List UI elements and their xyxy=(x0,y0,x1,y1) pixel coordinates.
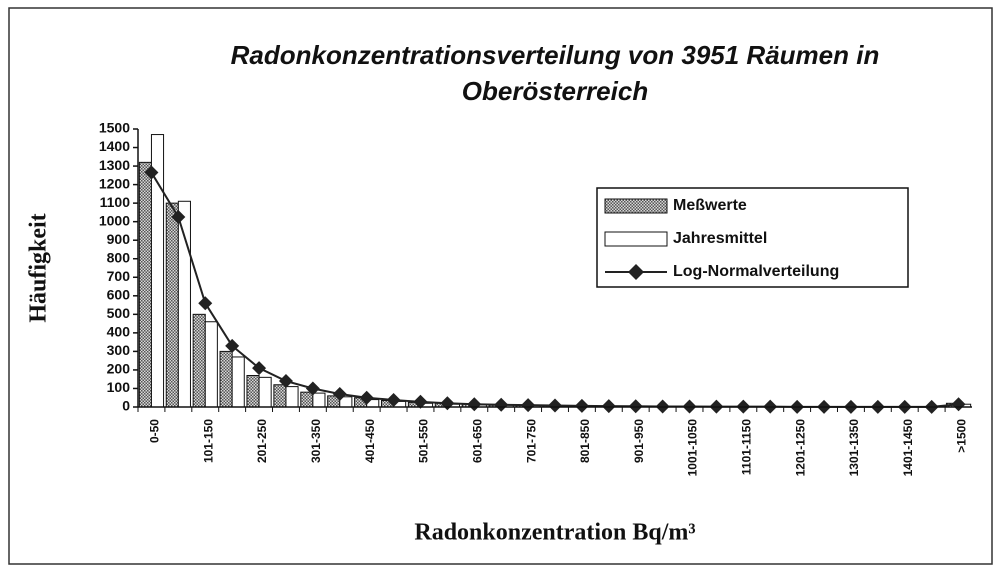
bar xyxy=(219,350,233,408)
bar xyxy=(231,356,245,408)
chart-title: Radonkonzentrationsverteilung von 3951 R… xyxy=(231,40,880,70)
bar xyxy=(192,313,206,408)
marker xyxy=(278,374,293,389)
marker xyxy=(252,361,267,376)
y-tick-label: 900 xyxy=(107,231,131,247)
x-tick-label: 101-150 xyxy=(201,419,215,463)
bar xyxy=(165,202,179,408)
bar xyxy=(258,376,272,408)
y-tick-label: 200 xyxy=(107,361,131,377)
bar xyxy=(204,321,218,408)
legend-marker xyxy=(628,264,644,280)
legend-label: Meßwerte xyxy=(673,197,747,214)
x-tick-label: 201-250 xyxy=(255,419,269,463)
y-tick-label: 1300 xyxy=(99,157,130,173)
x-axis-label: Radonkonzentration Bq/m³ xyxy=(414,520,695,546)
x-tick-label: 1001-1050 xyxy=(686,419,700,477)
bar xyxy=(138,161,152,408)
x-tick-label: 801-850 xyxy=(578,419,592,463)
bar xyxy=(177,200,191,408)
legend-swatch xyxy=(604,198,668,214)
x-tick-label: 1101-1150 xyxy=(739,419,753,475)
x-tick-label: 401-450 xyxy=(363,419,377,463)
marker xyxy=(574,398,589,413)
marker xyxy=(467,397,482,412)
bar xyxy=(300,391,314,408)
y-tick-label: 0 xyxy=(122,398,130,414)
y-tick-label: 300 xyxy=(107,342,131,358)
x-tick-label: 1301-1350 xyxy=(847,419,861,477)
y-tick-label: 800 xyxy=(107,249,131,265)
marker xyxy=(413,394,428,409)
marker xyxy=(494,397,509,412)
legend-swatch xyxy=(604,231,668,247)
y-axis-label: Häufigkeit xyxy=(26,213,52,322)
y-tick-label: 1500 xyxy=(99,120,130,136)
marker xyxy=(951,397,966,412)
y-tick-label: 600 xyxy=(107,287,131,303)
y-tick-label: 400 xyxy=(107,324,131,340)
x-tick-label: >1500 xyxy=(955,419,969,453)
x-tick-label: 0-50 xyxy=(148,419,162,443)
marker xyxy=(332,387,347,402)
y-tick-label: 500 xyxy=(107,305,131,321)
bar xyxy=(312,392,326,408)
marker xyxy=(521,398,536,413)
x-tick-label: 601-650 xyxy=(470,419,484,463)
marker xyxy=(386,392,401,407)
marker xyxy=(171,210,186,225)
marker xyxy=(440,396,455,411)
x-tick-label: 901-950 xyxy=(632,419,646,463)
legend-label: Log-Normalverteilung xyxy=(673,263,839,280)
bar xyxy=(246,374,260,408)
x-tick-label: 1201-1250 xyxy=(793,419,807,477)
frame xyxy=(8,7,993,565)
x-tick-label: 501-550 xyxy=(417,419,431,463)
y-tick-label: 700 xyxy=(107,268,131,284)
chart-title: Oberösterreich xyxy=(462,76,648,106)
y-tick-label: 1400 xyxy=(99,138,130,154)
bar xyxy=(273,384,287,408)
marker xyxy=(144,165,159,180)
bar xyxy=(285,386,299,408)
y-tick-label: 1000 xyxy=(99,212,130,228)
marker xyxy=(198,296,213,311)
marker xyxy=(225,338,240,353)
y-tick-label: 100 xyxy=(107,379,131,395)
x-tick-label: 1401-1450 xyxy=(901,419,915,477)
marker xyxy=(359,390,374,405)
legend-label: Jahresmittel xyxy=(673,230,767,247)
y-tick-label: 1100 xyxy=(100,194,131,210)
marker xyxy=(601,399,616,414)
marker xyxy=(548,398,562,413)
marker xyxy=(305,381,320,396)
x-tick-label: 701-750 xyxy=(524,419,538,463)
x-tick-label: 301-350 xyxy=(309,419,323,463)
y-tick-label: 1200 xyxy=(99,175,130,191)
